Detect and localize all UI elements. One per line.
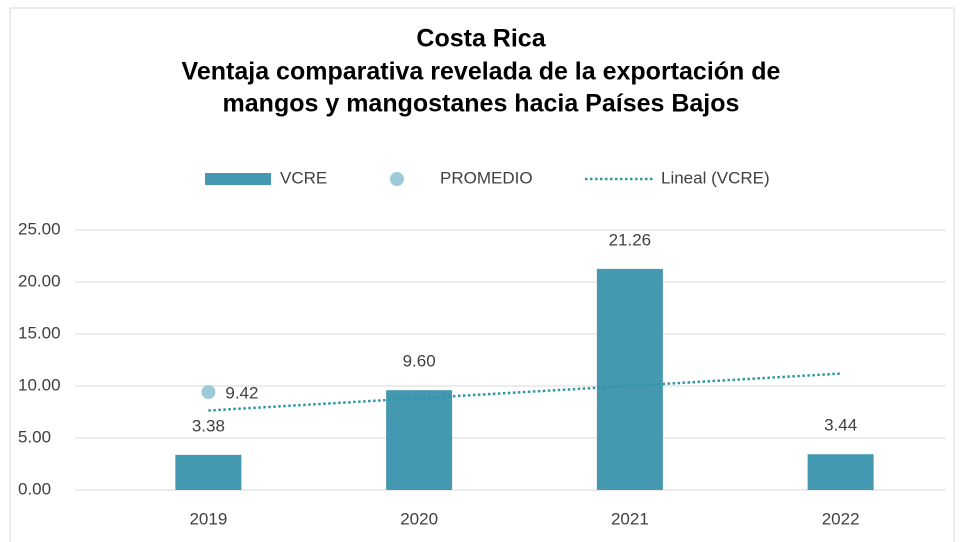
legend-label: Lineal (VCRE) (661, 168, 770, 187)
point (201, 385, 216, 400)
data-label: 3.44 (824, 416, 857, 435)
legend-label: VCRE (280, 168, 327, 187)
data-label: 21.26 (609, 230, 652, 249)
y-tick-label: 15.00 (18, 323, 61, 342)
y-tick-label: 10.00 (18, 375, 61, 394)
legend-swatch (390, 172, 404, 186)
trend-line (208, 372, 841, 412)
x-tick-label: 2022 (822, 509, 860, 528)
legend-swatch (205, 173, 271, 185)
x-tick-label: 2019 (189, 509, 227, 528)
chart-subtitle: mangos y mangostanes hacia Países Bajos (223, 90, 740, 118)
y-tick-label: 0.00 (18, 479, 51, 498)
bar (386, 390, 453, 490)
chart-subtitle: Ventaja comparativa revelada de la expor… (182, 58, 781, 86)
bar (807, 454, 874, 490)
bar (596, 268, 663, 490)
x-tick-label: 2020 (400, 509, 438, 528)
chart-title: Costa Rica (416, 25, 546, 53)
data-label: 9.42 (225, 384, 258, 403)
x-tick-label: 2021 (611, 509, 649, 528)
y-tick-label: 20.00 (18, 271, 61, 290)
chart-border (9, 7, 955, 542)
legend-label: PROMEDIO (440, 168, 533, 187)
y-tick-label: 5.00 (18, 427, 51, 446)
bar (175, 454, 242, 490)
data-label: 3.38 (192, 416, 225, 435)
data-label: 9.60 (403, 352, 436, 371)
y-tick-label: 25.00 (18, 219, 61, 238)
